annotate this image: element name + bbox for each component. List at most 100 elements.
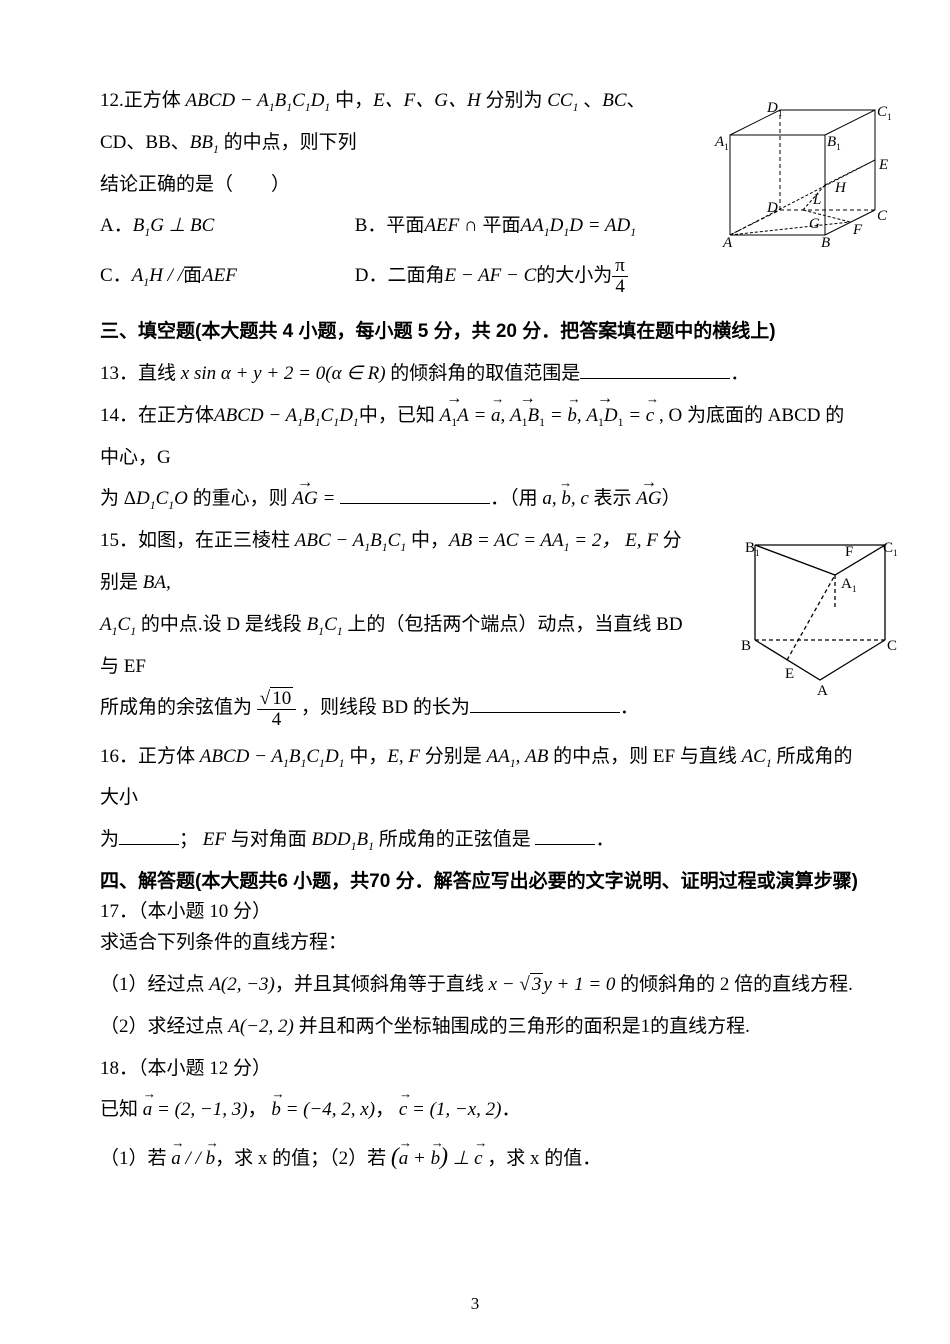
t: B [133, 205, 145, 247]
vec-AG: AG [292, 478, 317, 520]
t: ． [595, 829, 614, 850]
t: 中， [406, 530, 449, 551]
lbl-A: A [817, 675, 828, 708]
blank-q16b [535, 825, 595, 845]
t: B [289, 746, 301, 767]
t: = [623, 405, 645, 426]
vec-c: c [399, 1089, 407, 1131]
blank-q16a [119, 825, 179, 845]
t: B．平面 [355, 205, 425, 247]
frac-pi4: π4 [612, 256, 628, 297]
t: B [307, 614, 319, 635]
frac-sqrt10-4: 104 [257, 689, 296, 730]
q12-choices-ab: A．B1G ⊥ BC B．平面 AEF ∩ 平面 AA1D1D = AD1 [100, 205, 860, 247]
t: 的倾斜角的取值范围是 [386, 363, 581, 384]
t: ( [391, 1144, 399, 1170]
lbl-E: E [879, 149, 888, 182]
t: AA [521, 205, 544, 247]
t: ） [662, 488, 681, 509]
q14-line2: 为 ΔD1C1O 的重心，则 AG = ．（用 a, b, c 表示 AG） [100, 478, 860, 520]
lbl-B1: B1 [827, 126, 841, 159]
t: ， [375, 1099, 394, 1120]
t: + [408, 1148, 430, 1169]
t: , [501, 405, 511, 426]
t: B [370, 530, 382, 551]
t: C [321, 405, 334, 426]
t: A(2, −3) [209, 974, 275, 995]
section-3-heading: 三、填空题(本大题共 4 小题，每小题 5 分，共 20 分．把答案填在题中的横… [100, 311, 860, 353]
t: O [174, 488, 188, 509]
t: = (−4, 2, x) [281, 1099, 375, 1120]
prism-svg [745, 530, 895, 695]
t: y + 1 = 0 [543, 974, 615, 995]
vec-a3: a [399, 1138, 409, 1180]
t: A [586, 405, 598, 426]
t: 4 [257, 710, 296, 730]
t: C [388, 530, 401, 551]
t: = [318, 488, 340, 509]
t: AA [487, 746, 510, 767]
q18-given: 已知 a = (2, −1, 3)， b = (−4, 2, x)， c = (… [100, 1089, 860, 1131]
lbl-A1: A1 [715, 126, 729, 159]
vec-c: c [646, 395, 654, 437]
t: AEF [202, 255, 237, 297]
t: 与对角面 [226, 829, 312, 850]
lbl-B1: B1 [745, 532, 760, 565]
section-4-heading: 四、解答题(本大题共6 小题，共70 分．解答应写出必要的文字说明、证明过程或演… [100, 867, 860, 897]
blank-q15 [470, 693, 620, 713]
t: A [132, 255, 144, 297]
t: 的倾斜角的 2 倍的直线方程. [615, 974, 853, 995]
q15-line3: 所成角的余弦值为 104 ，则线段 BD 的长为． [100, 687, 700, 729]
t: 已知 [100, 1099, 143, 1120]
vec-abc: a, b, c [542, 478, 588, 520]
vec-AG2: AG [636, 478, 661, 520]
vec-A1A: A1A [440, 395, 469, 437]
t: ABCD − A [214, 405, 297, 426]
t: AC [742, 746, 766, 767]
t: ． [730, 363, 749, 384]
t: A [440, 405, 452, 426]
t: = 2， E, F [570, 530, 663, 551]
q18-head: 18．（本小题 12 分） [100, 1048, 860, 1090]
t: AEF ∩ [424, 205, 477, 247]
t: ABCD − A [186, 90, 269, 111]
t: EF [203, 829, 226, 850]
q15-line2: A1C1 的中点.设 D 是线段 B1C1 上的（包括两个端点）动点，当直线 B… [100, 604, 700, 688]
t: E, F [387, 746, 420, 767]
t: 1 [539, 416, 545, 429]
t: E、F、G、H [373, 90, 481, 111]
t: = [545, 405, 567, 426]
blank-q14 [340, 484, 490, 504]
t: 1 [630, 226, 636, 239]
t: D [136, 488, 150, 509]
vec-a2: a [171, 1138, 181, 1180]
t: A． [100, 205, 133, 247]
t: = (2, −1, 3) [152, 1099, 247, 1120]
t: C [292, 90, 305, 111]
t: C [156, 488, 169, 509]
lbl-C1: C1 [877, 96, 892, 129]
vec-A1D1: A1D1 [586, 395, 623, 437]
lbl-D1: D1 [767, 92, 783, 125]
q13: 13．直线 x sin α + y + 2 = 0(α ∈ R) 的倾斜角的取值… [100, 353, 860, 395]
vec-c2: c [474, 1138, 482, 1180]
t: BDD [312, 829, 351, 850]
t: 为 [100, 829, 119, 850]
t: 的大小为 [536, 255, 612, 297]
t: （1）经过点 [100, 974, 209, 995]
t: 中，已知 [359, 405, 435, 426]
t: 分别是 [420, 746, 487, 767]
t: ABC − A [295, 530, 364, 551]
t: C． [100, 255, 132, 297]
vec-b2: b [206, 1138, 216, 1180]
t: D [325, 746, 339, 767]
t: π [612, 256, 628, 277]
vec-b: b [271, 1089, 281, 1131]
t: D = AD [569, 205, 630, 247]
t: （2）求经过点 [100, 1016, 228, 1037]
vec-a: a [143, 1089, 153, 1131]
blank-q13 [580, 359, 730, 379]
t: ，求 x 的值；（2）若 [215, 1148, 391, 1169]
t: ，求 x 的值． [483, 1148, 602, 1169]
lbl-B: B [741, 630, 751, 663]
